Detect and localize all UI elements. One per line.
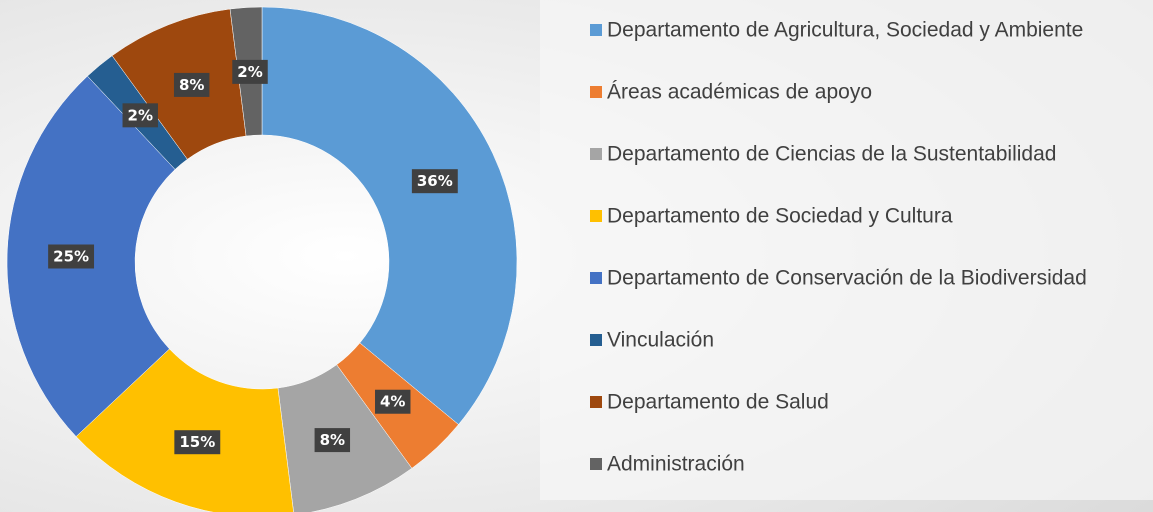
legend-swatch [590, 86, 602, 98]
data-label-box [375, 389, 411, 414]
data-label: 8% [179, 76, 204, 94]
legend-label: Áreas académicas de apoyo [607, 81, 872, 104]
data-label-box [232, 59, 268, 84]
legend-label: Departamento de Conservación de la Biodi… [607, 267, 1087, 290]
data-label: 25% [53, 248, 89, 266]
data-label: 2% [128, 106, 153, 124]
data-label: 2% [237, 63, 262, 81]
data-label: 15% [179, 433, 215, 451]
data-label-box [174, 430, 221, 455]
data-label-box [314, 428, 351, 453]
legend-label: Departamento de Ciencias de la Sustentab… [607, 143, 1056, 166]
legend-label: Departamento de Agricultura, Sociedad y … [607, 19, 1083, 42]
legend-swatch [590, 210, 602, 222]
legend-label: Departamento de Salud [607, 391, 829, 414]
data-label-box [48, 244, 95, 269]
legend-swatch [590, 148, 602, 160]
data-label: 4% [380, 393, 405, 411]
legend-swatch [590, 272, 602, 284]
legend-label: Vinculación [607, 329, 714, 352]
data-label: 36% [417, 172, 453, 190]
legend-swatch [590, 396, 602, 408]
legend-label: Departamento de Sociedad y Cultura [607, 205, 953, 228]
legend-swatch [590, 24, 602, 36]
data-label: 8% [320, 431, 345, 449]
data-label-box [411, 169, 458, 194]
donut-slice [261, 6, 518, 425]
data-label-box [122, 103, 158, 128]
legend-label: Administración [607, 453, 745, 476]
legend-swatch [590, 458, 602, 470]
legend-swatch [590, 334, 602, 346]
legend-area [540, 0, 1153, 500]
data-label-box [173, 72, 210, 97]
